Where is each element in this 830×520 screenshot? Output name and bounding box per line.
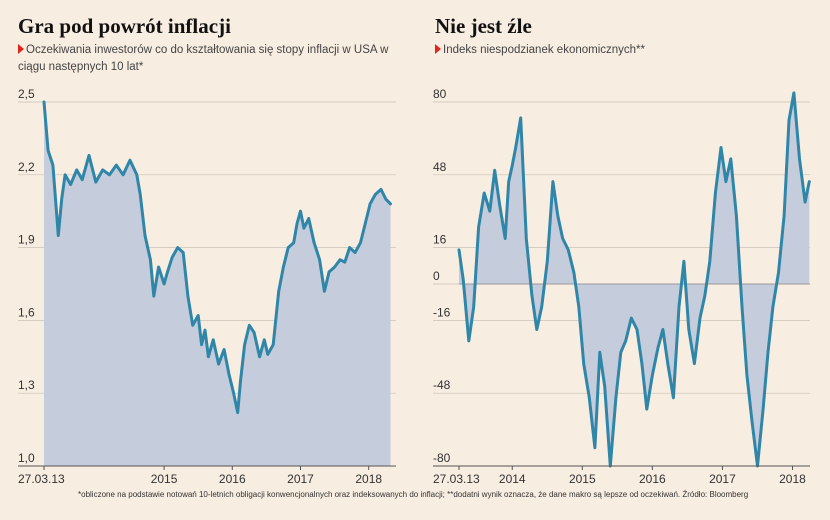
right-chart-panel: Nie jest źle Indeks niespodzianek ekonom… (415, 0, 830, 520)
x-tick-label: 2014 (499, 472, 526, 486)
x-tick-label: 2015 (151, 472, 178, 486)
left-chart-panel: Gra pod powrót inflacji Oczekiwania inwe… (18, 14, 396, 486)
x-tick-label: 2017 (709, 472, 736, 486)
right-chart-title: Nie jest źle (435, 14, 532, 38)
x-tick-label: 2016 (639, 472, 666, 486)
y-tick-label: -16 (433, 305, 451, 319)
y-tick-label: 80 (433, 87, 447, 101)
x-tick-label: 2015 (569, 472, 596, 486)
y-tick-label: 1,3 (18, 378, 35, 392)
y-tick-label: 1,0 (18, 451, 35, 465)
x-tick-label: 2018 (779, 472, 806, 486)
series-line (457, 91, 811, 468)
footnote: *obliczone na podstawie notowań 10-letni… (78, 490, 749, 499)
right-chart-subtitle: Indeks niespodzianek ekonomicznych** (435, 42, 815, 59)
red-triangle-marker-icon (18, 44, 24, 54)
x-tick-label: 27.03.13 (433, 472, 480, 486)
left-chart-title: Gra pod powrót inflacji (18, 14, 231, 38)
y-tick-label: 48 (433, 160, 447, 174)
area-fill (459, 92, 810, 467)
y-tick-label: 0 (433, 269, 440, 283)
left-chart-subtitle: Oczekiwania inwestorów co do kształtowan… (18, 44, 389, 73)
x-tick-label: 27.03.13 (18, 472, 65, 486)
y-tick-label: 2,2 (18, 160, 35, 174)
red-triangle-marker-icon (435, 44, 441, 54)
y-tick-label: 1,6 (18, 305, 35, 319)
y-tick-label: -48 (433, 378, 451, 392)
x-tick-label: 2016 (219, 472, 246, 486)
y-tick-label: 1,9 (18, 233, 35, 247)
series-line (42, 100, 392, 415)
left-chart-svg: 1,0 1,3 1,6 1,9 2,2 2,5 27.03.13 2015 2016 2017 20… (18, 87, 396, 486)
x-tick-label: 2018 (355, 472, 382, 486)
y-tick-label: -80 (433, 451, 451, 465)
area-fill (44, 102, 391, 466)
x-tick-label: 2017 (287, 472, 314, 486)
y-tick-label: 16 (433, 233, 447, 247)
y-tick-label: 2,5 (18, 87, 35, 101)
right-chart-svg: -80 -48 -16 0 16 48 80 27.03.13 2014 2015 2016 2017… (433, 87, 811, 486)
